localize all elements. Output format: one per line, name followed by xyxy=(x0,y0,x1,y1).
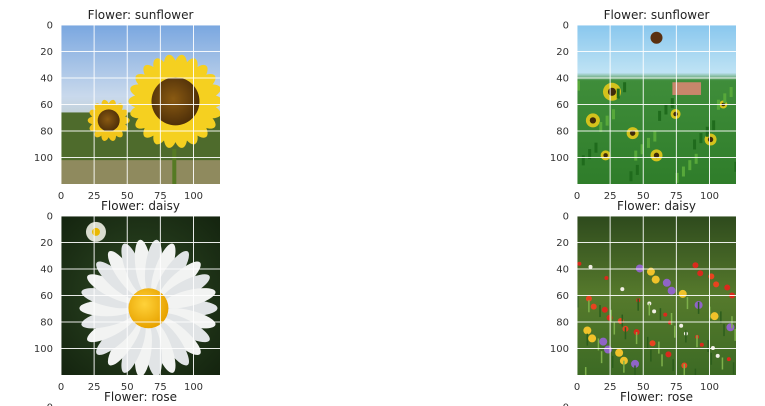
y-tick-label: 20 xyxy=(40,238,53,249)
y-tick-label: 0 xyxy=(563,403,569,406)
y-tick-label: 80 xyxy=(40,127,53,138)
y-tick-label: 60 xyxy=(40,100,53,111)
x-tick-label: 25 xyxy=(604,382,617,393)
y-tick-label: 60 xyxy=(556,291,569,302)
y-tick-label: 80 xyxy=(556,318,569,329)
x-tick-label: 0 xyxy=(574,382,580,393)
y-tick-label: 0 xyxy=(47,212,53,223)
y-tick-label: 80 xyxy=(556,127,569,138)
y-tick-label: 20 xyxy=(556,238,569,249)
y-tick-label: 40 xyxy=(40,265,53,276)
y-tick-label: 80 xyxy=(40,318,53,329)
subplot-title: Flower: sunflower xyxy=(88,8,194,22)
flower-photo xyxy=(577,216,736,381)
x-tick-label: 0 xyxy=(574,191,580,202)
y-tick-label: 100 xyxy=(34,344,53,355)
y-tick-label: 20 xyxy=(556,47,569,58)
y-tick-label: 100 xyxy=(34,153,53,164)
y-tick-label: 40 xyxy=(556,74,569,85)
y-tick-label: 20 xyxy=(40,47,53,58)
flower-photo xyxy=(61,216,220,378)
x-tick-label: 25 xyxy=(604,191,617,202)
y-tick-label: 0 xyxy=(563,212,569,223)
y-tick-label: 100 xyxy=(550,344,569,355)
x-tick-label: 25 xyxy=(88,191,101,202)
y-tick-label: 60 xyxy=(40,291,53,302)
x-tick-label: 0 xyxy=(58,191,64,202)
subplot-title: Flower: rose xyxy=(620,390,693,404)
subplot-title: Flower: sunflower xyxy=(604,8,710,22)
y-tick-label: 40 xyxy=(40,74,53,85)
subplot-title: Flower: rose xyxy=(104,390,177,404)
y-tick-label: 0 xyxy=(47,21,53,32)
y-tick-label: 40 xyxy=(556,265,569,276)
y-tick-label: 0 xyxy=(563,21,569,32)
x-tick-label: 100 xyxy=(184,191,203,202)
subplot-title: Flower: daisy xyxy=(101,199,180,213)
subplot-title: Flower: daisy xyxy=(617,199,696,213)
x-tick-label: 25 xyxy=(88,382,101,393)
x-tick-label: 0 xyxy=(58,382,64,393)
x-tick-label: 100 xyxy=(184,382,203,393)
y-tick-label: 60 xyxy=(556,100,569,111)
x-tick-label: 100 xyxy=(700,382,719,393)
y-tick-label: 0 xyxy=(47,403,53,406)
x-tick-label: 100 xyxy=(700,191,719,202)
y-tick-label: 100 xyxy=(550,153,569,164)
